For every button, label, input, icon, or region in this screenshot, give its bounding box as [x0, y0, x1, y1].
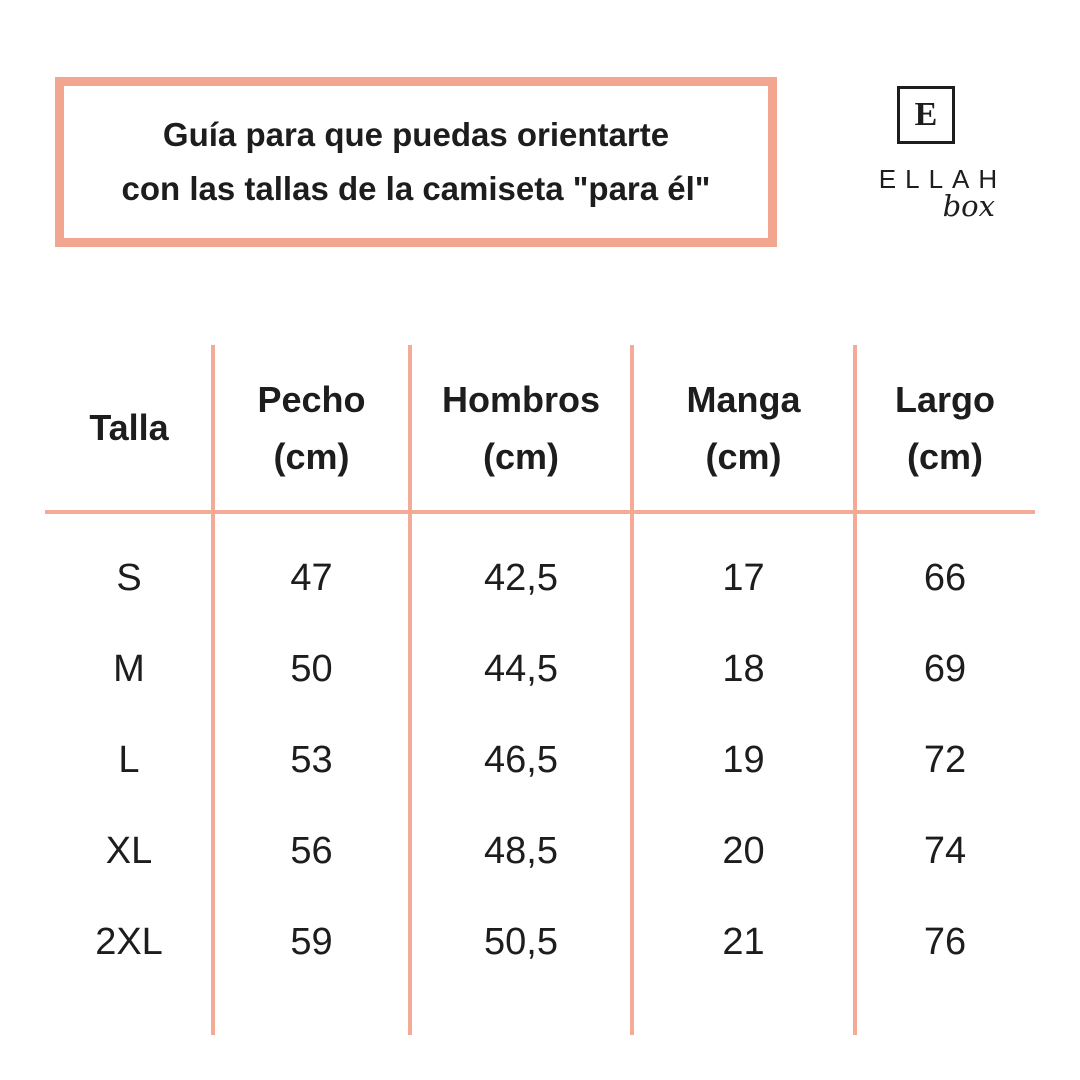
cell-largo: 72 — [923, 739, 967, 781]
header-label: Manga — [686, 378, 801, 420]
logo-script: box — [942, 189, 995, 223]
cell-pecho: 59 — [290, 921, 333, 963]
cell-hombros: 48,5 — [484, 830, 558, 872]
cell-pecho: 53 — [290, 739, 333, 781]
column-header-pecho: Pecho (cm) — [213, 345, 410, 510]
cell-largo: 66 — [923, 557, 967, 599]
title-box: Guía para que puedas orientarte con las … — [55, 77, 777, 247]
brand-logo: E ELLAH box — [863, 86, 1013, 223]
cell-hombros: 46,5 — [484, 739, 558, 781]
cell-talla: L — [118, 739, 140, 781]
cell-largo: 69 — [923, 648, 967, 690]
cell-manga: 18 — [722, 648, 765, 690]
header-label: Pecho — [257, 378, 366, 420]
header-label: Largo — [894, 378, 995, 420]
column-header-manga: Manga (cm) — [632, 345, 855, 510]
title-line-1: Guía para que puedas orientarte — [162, 116, 670, 153]
cell-hombros: 42,5 — [484, 557, 558, 599]
table-body: S 47 42,5 17 66 M 50 44,5 18 69 L 53 46,… — [45, 533, 1035, 988]
column-divider-4 — [853, 345, 857, 1035]
table-row: 2XL 59 50,5 21 76 — [45, 897, 1035, 988]
logo-monogram: E — [914, 96, 938, 133]
table-row: S 47 42,5 17 66 — [45, 533, 1035, 624]
header-label: Hombros — [441, 378, 600, 420]
column-header-talla: Talla — [45, 345, 213, 510]
header-label: Talla — [89, 407, 169, 448]
column-header-hombros: Hombros (cm) — [410, 345, 632, 510]
cell-manga: 19 — [722, 739, 765, 781]
column-divider-2 — [408, 345, 412, 1035]
cell-manga: 21 — [722, 921, 765, 963]
cell-manga: 17 — [722, 557, 765, 599]
column-divider-3 — [630, 345, 634, 1035]
cell-pecho: 50 — [290, 648, 333, 690]
cell-largo: 74 — [923, 830, 967, 872]
table-row: XL 56 48,5 20 74 — [45, 806, 1035, 897]
cell-talla: M — [113, 648, 145, 690]
cell-manga: 20 — [722, 830, 765, 872]
cell-hombros: 44,5 — [484, 648, 558, 690]
cell-talla: 2XL — [95, 921, 163, 963]
table-row: M 50 44,5 18 69 — [45, 624, 1035, 715]
cell-hombros: 50,5 — [484, 921, 558, 963]
cell-talla: XL — [105, 830, 153, 872]
cell-talla: S — [116, 557, 142, 599]
header-unit: (cm) — [705, 435, 782, 477]
header-divider — [45, 510, 1035, 514]
title-line-2: con las tallas de la camiseta "para él" — [121, 170, 711, 207]
logo-name: ELLAH — [878, 164, 1007, 194]
column-divider-1 — [211, 345, 215, 1035]
cell-pecho: 56 — [290, 830, 333, 872]
size-table: Talla Pecho (cm) Hombros (cm) Manga (cm)… — [45, 345, 1035, 1035]
header-unit: (cm) — [273, 435, 350, 477]
cell-pecho: 47 — [290, 557, 333, 599]
logo-monogram-frame: E — [897, 86, 955, 144]
table-row: L 53 46,5 19 72 — [45, 715, 1035, 806]
cell-largo: 76 — [923, 921, 967, 963]
header-unit: (cm) — [482, 435, 559, 477]
column-header-largo: Largo (cm) — [855, 345, 1035, 510]
header-unit: (cm) — [906, 435, 983, 477]
table-header-row: Talla Pecho (cm) Hombros (cm) Manga (cm)… — [45, 345, 1035, 510]
